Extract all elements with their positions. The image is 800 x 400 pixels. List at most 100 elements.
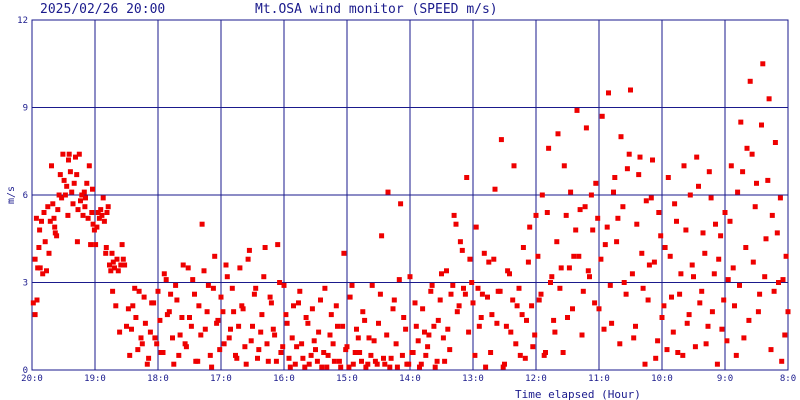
data-point <box>464 175 470 180</box>
data-point <box>686 312 692 318</box>
data-point <box>763 236 769 242</box>
data-point <box>199 221 205 227</box>
data-point <box>164 312 170 318</box>
data-point <box>771 288 777 294</box>
data-point <box>549 274 555 280</box>
data-point <box>338 364 344 370</box>
chart-title: Mt.OSA wind monitor (SPEED m/s) <box>255 2 498 17</box>
data-point <box>362 317 368 323</box>
data-point <box>349 282 355 288</box>
data-point <box>83 195 88 201</box>
data-point <box>782 332 788 338</box>
data-point <box>571 253 577 259</box>
data-point <box>34 297 40 303</box>
x-tick-label: 14:0 <box>399 374 421 384</box>
x-tick-label: 12:0 <box>525 374 547 384</box>
data-point <box>450 282 456 288</box>
data-point <box>497 288 503 294</box>
data-point <box>661 303 667 309</box>
data-point <box>365 361 371 367</box>
data-point <box>621 280 627 285</box>
data-point <box>422 329 427 335</box>
data-point <box>398 201 404 207</box>
data-point <box>711 271 717 277</box>
chart-datetime: 2025/02/26 20:00 <box>40 2 165 17</box>
data-point <box>223 262 229 268</box>
data-point <box>85 215 91 221</box>
y-tick-label: 3 <box>23 279 28 289</box>
data-point <box>283 312 289 318</box>
data-point <box>292 361 298 367</box>
data-point <box>237 265 243 271</box>
data-point <box>488 350 494 355</box>
data-point <box>664 347 670 353</box>
axis-ticks: 20:0 19:0 18:0 17:0 16:0 15:0 14:0 13:0 12:0 11:0… <box>17 16 796 384</box>
data-point <box>305 320 311 326</box>
x-tick-label: 20:0 <box>21 374 43 384</box>
data-point <box>702 250 708 256</box>
data-point <box>762 274 768 280</box>
data-point <box>428 288 434 294</box>
data-point <box>655 338 661 344</box>
data-point <box>168 291 174 297</box>
data-point <box>129 326 134 332</box>
data-point <box>109 250 115 256</box>
data-point <box>637 154 643 160</box>
data-point <box>217 347 223 353</box>
data-point <box>577 207 583 213</box>
x-tick-label: 13:0 <box>462 374 484 384</box>
data-point <box>631 335 637 341</box>
data-point <box>313 347 318 353</box>
data-point <box>503 323 509 329</box>
data-point <box>697 300 703 306</box>
data-point <box>677 291 683 297</box>
data-point <box>561 163 567 169</box>
data-point <box>692 344 698 350</box>
data-point <box>120 256 126 262</box>
data-point <box>96 215 102 221</box>
data-point <box>432 364 438 370</box>
data-point <box>183 344 189 350</box>
data-point <box>39 218 44 224</box>
data-point <box>596 306 602 312</box>
data-point <box>330 341 336 347</box>
data-point <box>667 253 673 259</box>
data-point <box>648 195 654 201</box>
data-point <box>417 364 422 370</box>
data-point <box>82 204 88 210</box>
data-point <box>347 294 353 300</box>
data-point <box>44 268 49 274</box>
data-point <box>327 332 333 338</box>
data-point <box>265 358 271 364</box>
data-point <box>507 271 512 277</box>
data-point <box>639 250 645 256</box>
data-point <box>182 341 188 347</box>
data-point <box>780 277 786 283</box>
data-point <box>563 212 569 218</box>
data-point <box>557 285 563 291</box>
data-point <box>268 300 274 306</box>
data-point <box>570 306 575 312</box>
data-point <box>614 239 620 245</box>
data-point <box>650 157 655 163</box>
data-point <box>289 335 295 341</box>
data-point <box>456 303 462 309</box>
data-point <box>45 204 51 210</box>
data-point <box>81 189 87 195</box>
data-point <box>243 361 249 367</box>
data-point <box>117 329 123 335</box>
data-point <box>420 306 426 312</box>
data-point <box>583 125 589 131</box>
data-point <box>115 268 121 274</box>
data-point <box>54 233 60 239</box>
data-point <box>483 364 489 370</box>
data-point <box>481 250 487 256</box>
data-point <box>308 352 314 358</box>
data-point <box>221 341 227 347</box>
data-point <box>719 326 725 332</box>
data-point <box>500 364 506 370</box>
data-point <box>62 192 68 198</box>
data-point <box>568 189 574 195</box>
data-point <box>517 352 523 358</box>
data-point <box>224 274 230 280</box>
